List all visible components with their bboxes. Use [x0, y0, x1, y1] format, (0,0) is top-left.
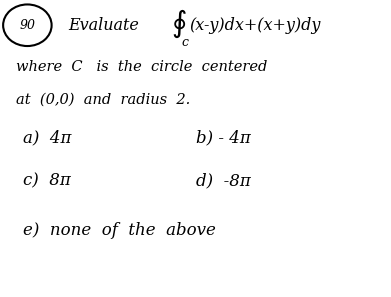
Text: 90: 90: [20, 19, 35, 32]
Text: $\oint$: $\oint$: [171, 8, 187, 40]
Text: b) - 4π: b) - 4π: [196, 129, 250, 147]
Text: where  C   is  the  circle  centered: where C is the circle centered: [16, 60, 267, 74]
Text: e)  none  of  the  above: e) none of the above: [23, 222, 216, 239]
Text: Evaluate: Evaluate: [68, 17, 139, 34]
Text: d)  -8π: d) -8π: [196, 173, 250, 190]
Text: at  (0,0)  and  radius  2.: at (0,0) and radius 2.: [16, 92, 190, 107]
Text: a)  4π: a) 4π: [23, 129, 72, 147]
Text: c: c: [181, 36, 188, 49]
Text: c)  8π: c) 8π: [23, 173, 71, 190]
Text: (x-y)dx+(x+y)dy: (x-y)dx+(x+y)dy: [190, 17, 321, 34]
